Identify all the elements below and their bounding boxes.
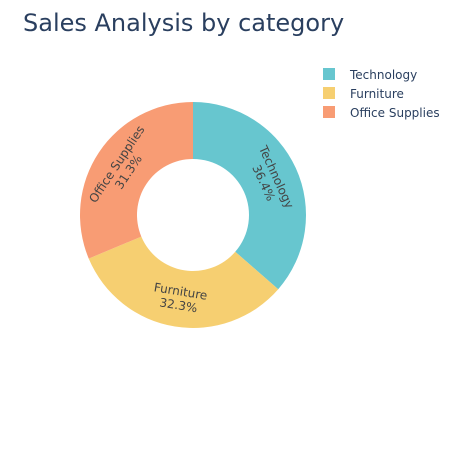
legend-item-furniture[interactable]: Furniture [323,87,404,101]
slice-technology[interactable] [193,102,306,290]
legend-label-furniture: Furniture [350,87,404,101]
legend-item-technology[interactable]: Technology [323,68,417,82]
legend-swatch-furniture [323,87,335,99]
slice-label-furniture: Furniture32.3% [151,280,209,316]
legend-item-office-supplies[interactable]: Office Supplies [323,106,440,120]
slice-furniture[interactable] [88,236,279,328]
legend-swatch-office-supplies [323,106,335,118]
legend: Technology Furniture Office Supplies [323,68,440,120]
donut-slices [80,102,306,328]
chart-title: Sales Analysis by category [23,9,344,37]
legend-swatch-technology [323,68,335,80]
slice-office-supplies[interactable] [80,102,193,259]
legend-label-office-supplies: Office Supplies [350,106,440,120]
legend-label-technology: Technology [349,68,417,82]
